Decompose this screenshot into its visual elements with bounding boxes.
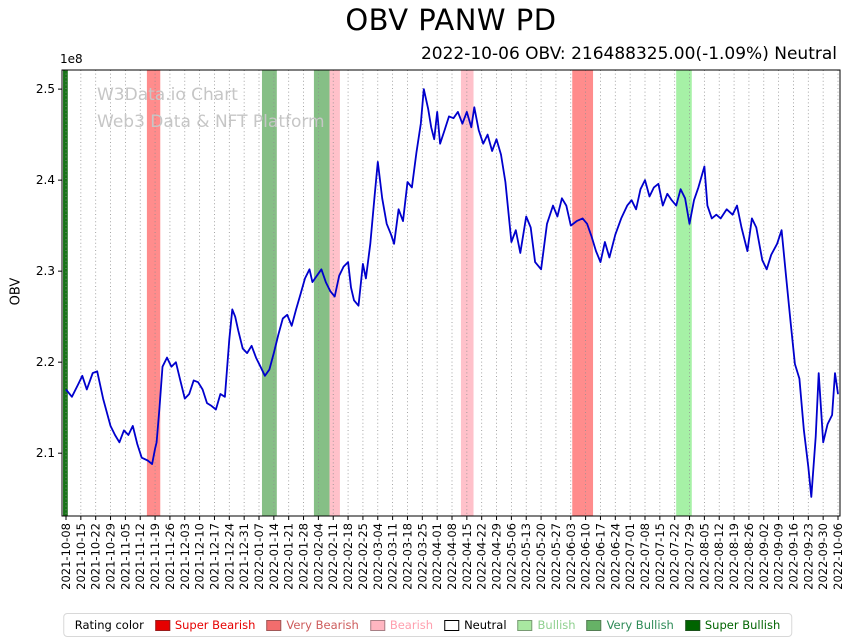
- x-tick-label: 2021-11-19: [148, 523, 162, 590]
- legend-item: Very Bullish: [586, 618, 674, 632]
- legend-label: Bullish: [537, 618, 576, 632]
- x-tick-label: 2022-04-15: [460, 523, 474, 590]
- x-tick-label: 2022-03-25: [415, 523, 429, 590]
- x-tick-label: 2021-12-10: [193, 523, 207, 590]
- x-tick-label: 2022-09-23: [801, 523, 815, 590]
- x-tick-label: 2022-01-14: [267, 523, 281, 590]
- x-tick-label: 2021-10-22: [89, 523, 103, 590]
- legend-swatch: [266, 619, 282, 631]
- x-tick-label: 2021-10-29: [104, 523, 118, 590]
- x-tick-label: 2021-11-26: [163, 523, 177, 590]
- x-tick-label: 2022-04-08: [445, 523, 459, 590]
- x-tick-label: 2022-05-20: [534, 523, 548, 590]
- x-tick-label: 2022-07-22: [668, 523, 682, 590]
- legend-label: Super Bearish: [174, 618, 256, 632]
- x-tick-label: 2022-08-12: [712, 523, 726, 590]
- x-tick-label: 2022-02-04: [311, 523, 325, 590]
- x-tick-label: 2022-02-25: [356, 523, 370, 590]
- rating-band-very_bullish: [261, 70, 277, 516]
- x-tick-label: 2022-03-11: [386, 523, 400, 590]
- x-tick-label: 2022-08-05: [697, 523, 711, 590]
- x-tick-label: 2022-09-09: [772, 523, 786, 590]
- y-tick-label: 2.4: [36, 173, 55, 187]
- legend-item: Bearish: [369, 618, 434, 632]
- legend-swatch: [444, 619, 460, 631]
- x-tick-label: 2022-01-21: [282, 523, 296, 590]
- x-tick-label: 2021-10-08: [59, 523, 73, 590]
- legend-item: Bullish: [517, 618, 576, 632]
- x-tick-label: 2022-05-06: [504, 523, 518, 590]
- x-tick-label: 2022-04-29: [490, 523, 504, 590]
- rating-band-very_bearish: [572, 70, 594, 516]
- x-tick-label: 2022-07-08: [638, 523, 652, 590]
- x-tick-label: 2022-04-01: [430, 523, 444, 590]
- x-tick-label: 2022-02-18: [341, 523, 355, 590]
- legend-item: Very Bearish: [266, 618, 359, 632]
- x-tick-label: 2022-09-02: [757, 523, 771, 590]
- rating-band-super_bullish: [63, 70, 68, 516]
- y-tick-label: 2.2: [36, 355, 55, 369]
- x-tick-label: 2022-01-07: [252, 523, 266, 590]
- legend-swatch: [586, 619, 602, 631]
- rating-band-very_bearish: [146, 70, 161, 516]
- y-tick-label: 2.3: [36, 264, 55, 278]
- x-tick-label: 2022-03-04: [371, 523, 385, 590]
- x-tick-label: 2021-12-17: [207, 523, 221, 590]
- x-tick-label: 2022-09-30: [816, 523, 830, 590]
- x-tick-label: 2022-10-06: [831, 523, 845, 590]
- x-tick-label: 2022-04-22: [475, 523, 489, 590]
- legend-swatch: [684, 619, 700, 631]
- y-axis-offset-label: 1e8: [60, 52, 83, 66]
- x-tick-label: 2022-07-29: [683, 523, 697, 590]
- x-tick-label: 2021-11-05: [118, 523, 132, 590]
- x-tick-label: 2021-10-15: [74, 523, 88, 590]
- x-tick-label: 2022-06-10: [579, 523, 593, 590]
- obv-line: [65, 88, 839, 498]
- x-tick-label: 2022-02-11: [326, 523, 340, 590]
- axis-frame: [61, 69, 841, 517]
- legend-label: Neutral: [464, 618, 507, 632]
- chart-title: OBV PANW PD: [345, 3, 557, 37]
- x-tick-label: 2021-11-12: [133, 523, 147, 590]
- legend-title: Rating color: [74, 618, 144, 632]
- x-tick-label: 2021-12-31: [237, 523, 251, 590]
- legend-item: Neutral: [444, 618, 507, 632]
- y-tick-label: 2.5: [36, 82, 55, 96]
- legend-label: Very Bearish: [286, 618, 359, 632]
- x-tick-label: 2022-09-16: [786, 523, 800, 590]
- legend-item: Super Bullish: [684, 618, 781, 632]
- chart-subtitle: 2022-10-06 OBV: 216488325.00(-1.09%) Neu…: [420, 44, 837, 64]
- x-tick-label: 2022-08-19: [727, 523, 741, 590]
- x-tick-label: 2022-06-24: [608, 523, 622, 590]
- x-tick-label: 2022-07-15: [653, 523, 667, 590]
- rating-band-very_bullish: [313, 70, 330, 516]
- x-tick-label: 2022-05-13: [519, 523, 533, 590]
- x-tick-label: 2022-06-17: [593, 523, 607, 590]
- legend-swatch: [369, 619, 385, 631]
- legend-swatch: [154, 619, 170, 631]
- y-tick-label: 2.1: [36, 446, 55, 460]
- legend-item: Super Bearish: [154, 618, 256, 632]
- rating-legend: Rating color Super Bearish Very Bearish Be…: [62, 613, 793, 637]
- rating-band-bullish: [676, 70, 692, 516]
- x-tick-label: 2022-06-03: [564, 523, 578, 590]
- x-tick-label: 2022-05-27: [549, 523, 563, 590]
- x-tick-label: 2021-12-03: [178, 523, 192, 590]
- legend-swatch: [517, 619, 533, 631]
- rating-band-bearish: [460, 70, 474, 516]
- x-tick-label: 2021-12-24: [222, 523, 236, 590]
- x-tick-label: 2022-01-28: [297, 523, 311, 590]
- x-tick-label: 2022-03-18: [400, 523, 414, 590]
- x-tick-label: 2022-07-01: [623, 523, 637, 590]
- x-tick-label: 2022-08-26: [742, 523, 756, 590]
- legend-label: Super Bullish: [704, 618, 781, 632]
- legend-label: Very Bullish: [606, 618, 674, 632]
- legend-label: Bearish: [389, 618, 434, 632]
